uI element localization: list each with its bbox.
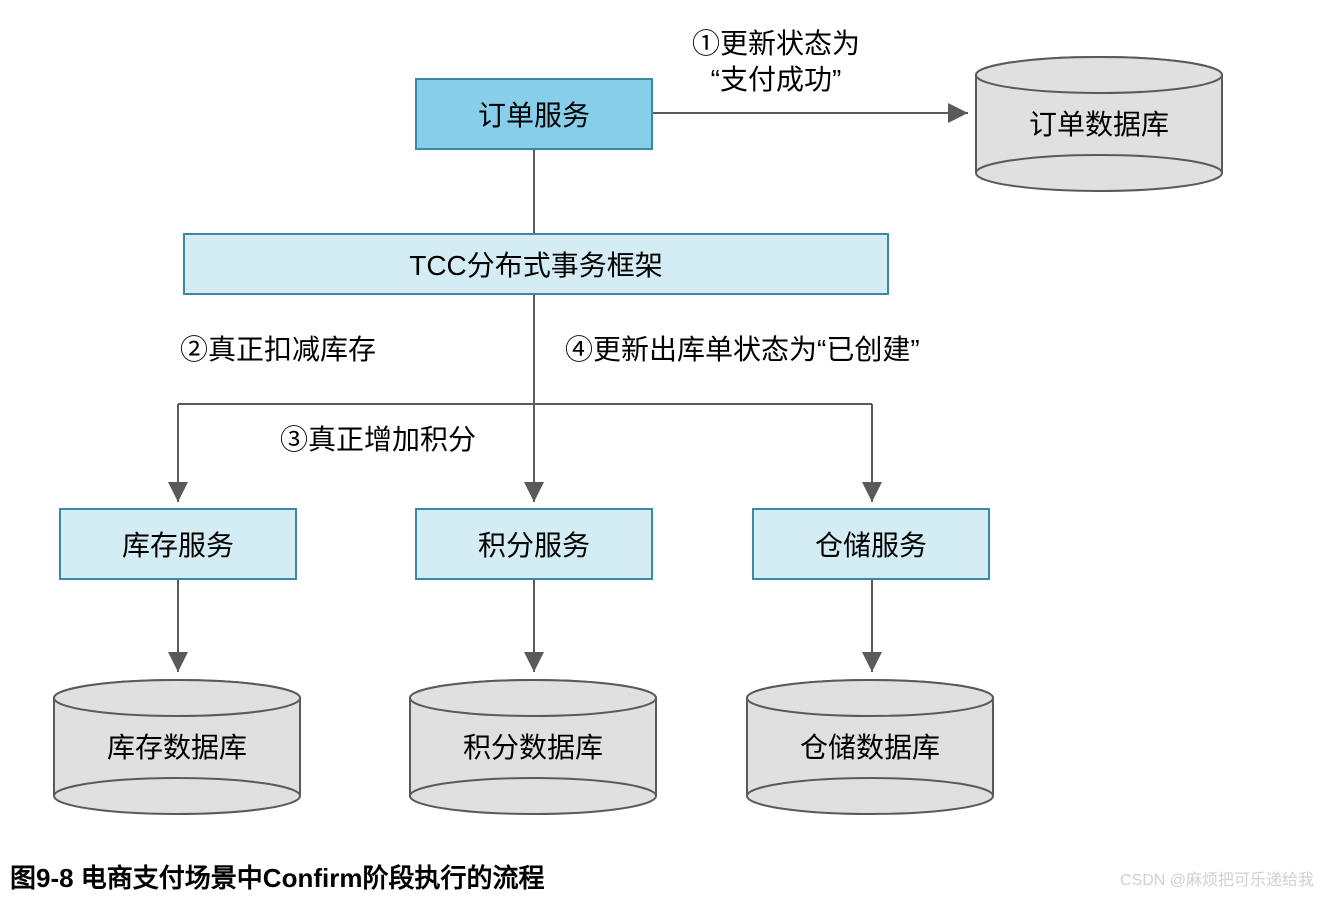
node-points-service: 积分服务 [415, 508, 653, 580]
node-label: 仓储服务 [815, 524, 927, 564]
node-label: 积分服务 [478, 524, 590, 564]
node-label: 库存服务 [122, 524, 234, 564]
node-inventory-service: 库存服务 [59, 508, 297, 580]
edge-label-line: “支付成功” [692, 62, 860, 98]
tcc-confirm-flowchart: 订单服务 TCC分布式事务框架 库存服务 积分服务 仓储服务 订单数据库 [0, 0, 1326, 908]
figure-caption: 图9-8 电商支付场景中Confirm阶段执行的流程 [10, 858, 544, 895]
node-warehouse-service: 仓储服务 [752, 508, 990, 580]
node-label: 积分数据库 [463, 732, 603, 763]
node-order-db: 订单数据库 [974, 55, 1224, 175]
node-label: 订单服务 [478, 94, 590, 134]
node-tcc-framework: TCC分布式事务框架 [183, 233, 889, 295]
watermark-text: CSDN @麻烦把可乐递给我 [1120, 872, 1314, 889]
edge-label-line: ①更新状态为 [692, 26, 860, 62]
edge-label-text: ③真正增加积分 [280, 424, 476, 455]
node-order-service: 订单服务 [415, 78, 653, 150]
edge-label-2: ②真正扣减库存 [180, 328, 376, 368]
edge-label-text: ④更新出库单状态为“已创建” [565, 334, 920, 365]
edge-label-4: ④更新出库单状态为“已创建” [565, 328, 920, 368]
node-inventory-db: 库存数据库 [52, 678, 302, 798]
node-label: 仓储数据库 [800, 732, 940, 763]
edge-label-1: ①更新状态为 “支付成功” [692, 26, 860, 99]
caption-text: 图9-8 电商支付场景中Confirm阶段执行的流程 [10, 863, 544, 893]
node-label: 库存数据库 [107, 732, 247, 763]
node-label: TCC分布式事务框架 [409, 244, 663, 284]
node-points-db: 积分数据库 [408, 678, 658, 798]
watermark: CSDN @麻烦把可乐递给我 [1120, 866, 1314, 890]
node-warehouse-db: 仓储数据库 [745, 678, 995, 798]
edge-label-3: ③真正增加积分 [280, 418, 476, 458]
node-label: 订单数据库 [1029, 109, 1169, 140]
edge-label-text: ②真正扣减库存 [180, 334, 376, 365]
